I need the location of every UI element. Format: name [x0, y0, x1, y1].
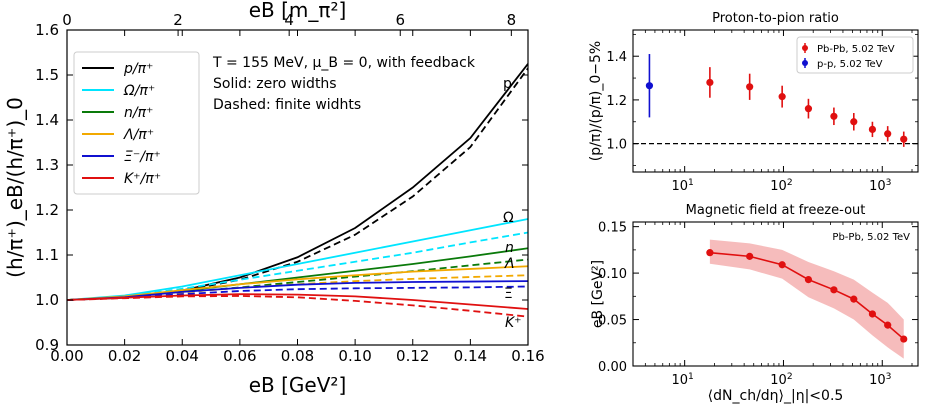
series-1-solid-line [67, 218, 528, 301]
y-tick-label: 0.15 [598, 221, 627, 236]
x-axis-label: ⟨dN_ch/dη⟩_|η|<0.5 [708, 388, 844, 404]
data-point [884, 321, 892, 329]
y-tick-label: 0.05 [598, 314, 627, 329]
x-tick-label: 0.14 [454, 347, 487, 365]
data-point [830, 286, 838, 294]
x-tick-label: 0.00 [50, 347, 83, 365]
x-tick-label: 0.10 [338, 347, 371, 365]
series-2-dashed-line [67, 258, 528, 301]
y-tick-label: 1.1 [35, 246, 59, 264]
legend-marker [802, 45, 808, 51]
series-2-solid-line [67, 247, 528, 301]
x-tick-label: 0.06 [223, 347, 256, 365]
data-point [706, 249, 714, 257]
annotation-line-2: Dashed: finite widhts [213, 97, 361, 113]
data-point [804, 276, 813, 284]
series-4-solid-line [67, 280, 528, 301]
legend-label: Λ/π⁺ [123, 127, 154, 143]
top-x-tick-label: 8 [507, 11, 517, 29]
y-tick-label: 1.3 [35, 156, 59, 174]
x-tick-label: 0.12 [396, 347, 429, 365]
series-1-dashed-line [67, 231, 528, 301]
series-5-solid-line [67, 293, 528, 310]
top-x-tick-label: 2 [173, 11, 183, 29]
panel-title: Proton-to-pion ratio [712, 11, 839, 26]
data-point [804, 105, 813, 113]
series-end-label: p [503, 76, 512, 92]
top-x-axis-label: eB [m_π²] [249, 0, 347, 22]
series-end-label: Ξ [504, 286, 513, 302]
y-tick-label: 1.2 [35, 201, 59, 219]
data-point [884, 130, 892, 138]
x-tick-label: 102 [770, 372, 792, 388]
legend-label: p/π⁺ [123, 61, 153, 77]
y-tick-label: 1.2 [606, 94, 627, 109]
top-x-tick-label: 6 [395, 11, 405, 29]
uncertainty-band [709, 239, 904, 359]
legend-label: p-p, 5.02 TeV [817, 59, 883, 70]
y-tick-label: 1.0 [35, 291, 59, 309]
series-5-dashed-line [67, 295, 528, 318]
x-tick-label: 103 [869, 372, 892, 388]
x-axis-label: eB [GeV²] [249, 373, 347, 397]
y-axis-label: (h/π⁺)_eB/(h/π⁺)_0 [3, 97, 27, 278]
series-3-solid-line [67, 265, 528, 301]
series-end-label: K⁺ [505, 315, 522, 331]
field-plot: Magnetic field at freeze-out 101 102 103 0.0… [590, 203, 919, 404]
data-point [778, 93, 786, 101]
y-tick-label: 0.00 [598, 360, 627, 375]
x-tick-label: 0.02 [108, 347, 141, 365]
legend-label: Pb-Pb, 5.02 TeV [817, 44, 895, 55]
data-point [746, 83, 754, 91]
y-tick-label: 1.0 [606, 138, 627, 153]
field-frame [632, 221, 919, 367]
data-point [850, 295, 858, 303]
legend-label: Ξ⁻/π⁺ [124, 149, 161, 165]
series-end-label: Λ [504, 256, 515, 272]
y-tick-label: 1.6 [35, 21, 59, 39]
legend-box [796, 36, 914, 74]
series-end-label: n [505, 240, 514, 256]
y-tick-label: 0.10 [598, 267, 627, 282]
legend-label: n/π⁺ [124, 105, 153, 121]
data-point [706, 78, 714, 87]
series-end-label: Ω [503, 210, 514, 226]
x-tick-label: 0.08 [281, 347, 314, 365]
ratio-plot: Proton-to-pion ratio 101 102 103 1.0 1.2 1.4 Pb… [588, 11, 919, 194]
data-point [778, 261, 786, 269]
x-tick-label: 102 [770, 178, 792, 194]
x-tick-label: 103 [869, 178, 892, 194]
data-point [868, 125, 877, 133]
y-axis-label: eB [GeV²] [590, 260, 606, 328]
legend-label: K⁺/π⁺ [124, 171, 161, 187]
data-point [746, 252, 754, 260]
legend-marker [802, 60, 808, 66]
data-point [900, 335, 908, 343]
data-point [868, 310, 877, 318]
x-tick-label: 0.04 [166, 347, 199, 365]
x-tick-label: 101 [671, 372, 693, 388]
y-axis-label: (p/π)/(p/π)_0−5% [588, 41, 604, 161]
y-tick-label: 0.9 [35, 336, 59, 354]
legend-label: Ω/π⁺ [123, 83, 155, 99]
main-plot: 0.00 0.02 0.04 0.06 0.08 0.10 0.12 0.14 0.16 0.9 1… [3, 0, 545, 397]
top-x-tick-label: 4 [284, 11, 294, 29]
data-point [645, 82, 654, 90]
data-point [900, 135, 908, 143]
data-point [850, 118, 858, 126]
y-tick-label: 1.5 [35, 66, 59, 84]
top-x-tick-label: 0 [62, 11, 72, 29]
annotation-line-1: Solid: zero widths [213, 76, 337, 92]
x-tick-label: 0.16 [511, 347, 544, 365]
annotation-line-0: T = 155 MeV, μ_B = 0, with feedback [212, 55, 476, 71]
y-tick-label: 1.4 [606, 50, 627, 65]
panel-annotation: Pb-Pb, 5.02 TeV [832, 232, 910, 243]
x-tick-label: 101 [671, 178, 693, 194]
legend-box [73, 51, 200, 195]
y-tick-label: 1.4 [35, 111, 59, 129]
ratio-frame [632, 29, 919, 173]
panel-title: Magnetic field at freeze-out [686, 203, 866, 218]
data-point [830, 112, 838, 120]
